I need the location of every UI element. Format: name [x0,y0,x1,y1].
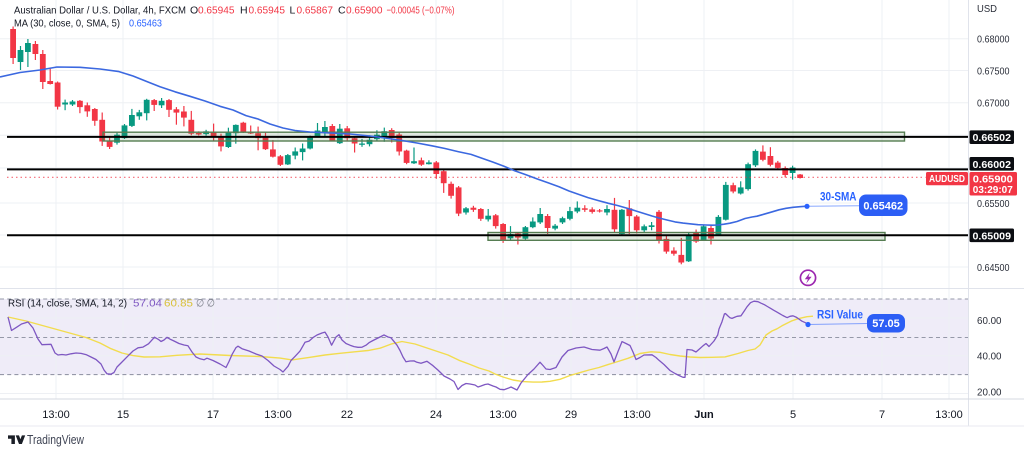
svg-text:60.00: 60.00 [977,315,1002,327]
svg-text:24: 24 [430,409,442,421]
svg-text:Jun: Jun [694,409,714,421]
svg-text:MA (30, close, 0, SMA, 5): MA (30, close, 0, SMA, 5) [14,18,120,30]
svg-text:60.85: 60.85 [164,298,193,310]
svg-text:0.67000: 0.67000 [977,98,1010,110]
svg-text:29: 29 [565,409,577,421]
svg-text:7: 7 [879,409,885,421]
svg-text:17: 17 [207,409,219,421]
svg-text:0.65900: 0.65900 [973,174,1013,186]
svg-text:O: O [190,5,198,17]
svg-text:C: C [338,5,346,17]
svg-text:13:00: 13:00 [489,409,517,421]
svg-text:0.65945: 0.65945 [249,5,286,17]
svg-text:5: 5 [790,409,796,421]
svg-text:0.64500: 0.64500 [977,262,1010,274]
svg-text:0.66002: 0.66002 [973,159,1012,171]
svg-text:0.67500: 0.67500 [977,65,1010,77]
svg-text:13:00: 13:00 [935,409,963,421]
svg-text:13:00: 13:00 [264,409,292,421]
svg-text:0.65945: 0.65945 [198,5,235,17]
svg-text:57.05: 57.05 [872,318,900,330]
svg-text:AUDUSD: AUDUSD [929,174,965,185]
svg-text:0.66502: 0.66502 [973,132,1012,144]
svg-text:13:00: 13:00 [623,409,651,421]
svg-text:22: 22 [341,409,353,421]
svg-text:∅ ∅: ∅ ∅ [196,298,215,310]
svg-text:RSI (14, close, SMA, 14, 2): RSI (14, close, SMA, 14, 2) [8,298,127,310]
svg-text:0.65463: 0.65463 [129,18,162,30]
svg-text:TradingView: TradingView [27,433,85,447]
svg-text:0.65867: 0.65867 [297,5,334,17]
svg-text:0.65009: 0.65009 [973,230,1012,242]
svg-text:RSI Value: RSI Value [817,309,863,321]
svg-text:0.65462: 0.65462 [863,200,903,212]
svg-text:15: 15 [117,409,129,421]
svg-text:57.04: 57.04 [133,298,162,310]
svg-text:H: H [240,5,248,17]
svg-text:0.68000: 0.68000 [977,34,1010,46]
svg-text:30-SMA: 30-SMA [820,192,857,204]
svg-text:40.00: 40.00 [977,350,1002,362]
svg-text:0.65900: 0.65900 [346,5,383,17]
svg-text:13:00: 13:00 [42,409,70,421]
svg-text:0.65500: 0.65500 [977,198,1010,210]
svg-text:20.00: 20.00 [977,386,1002,398]
svg-text:USD: USD [977,3,997,15]
svg-text:L: L [290,5,296,17]
svg-text:−0.00045 (−0.07%): −0.00045 (−0.07%) [387,5,455,17]
svg-text:Australian Dollar / U.S. Dolla: Australian Dollar / U.S. Dollar, 4h, FXC… [14,5,186,17]
svg-text:03:29:07: 03:29:07 [973,184,1013,196]
